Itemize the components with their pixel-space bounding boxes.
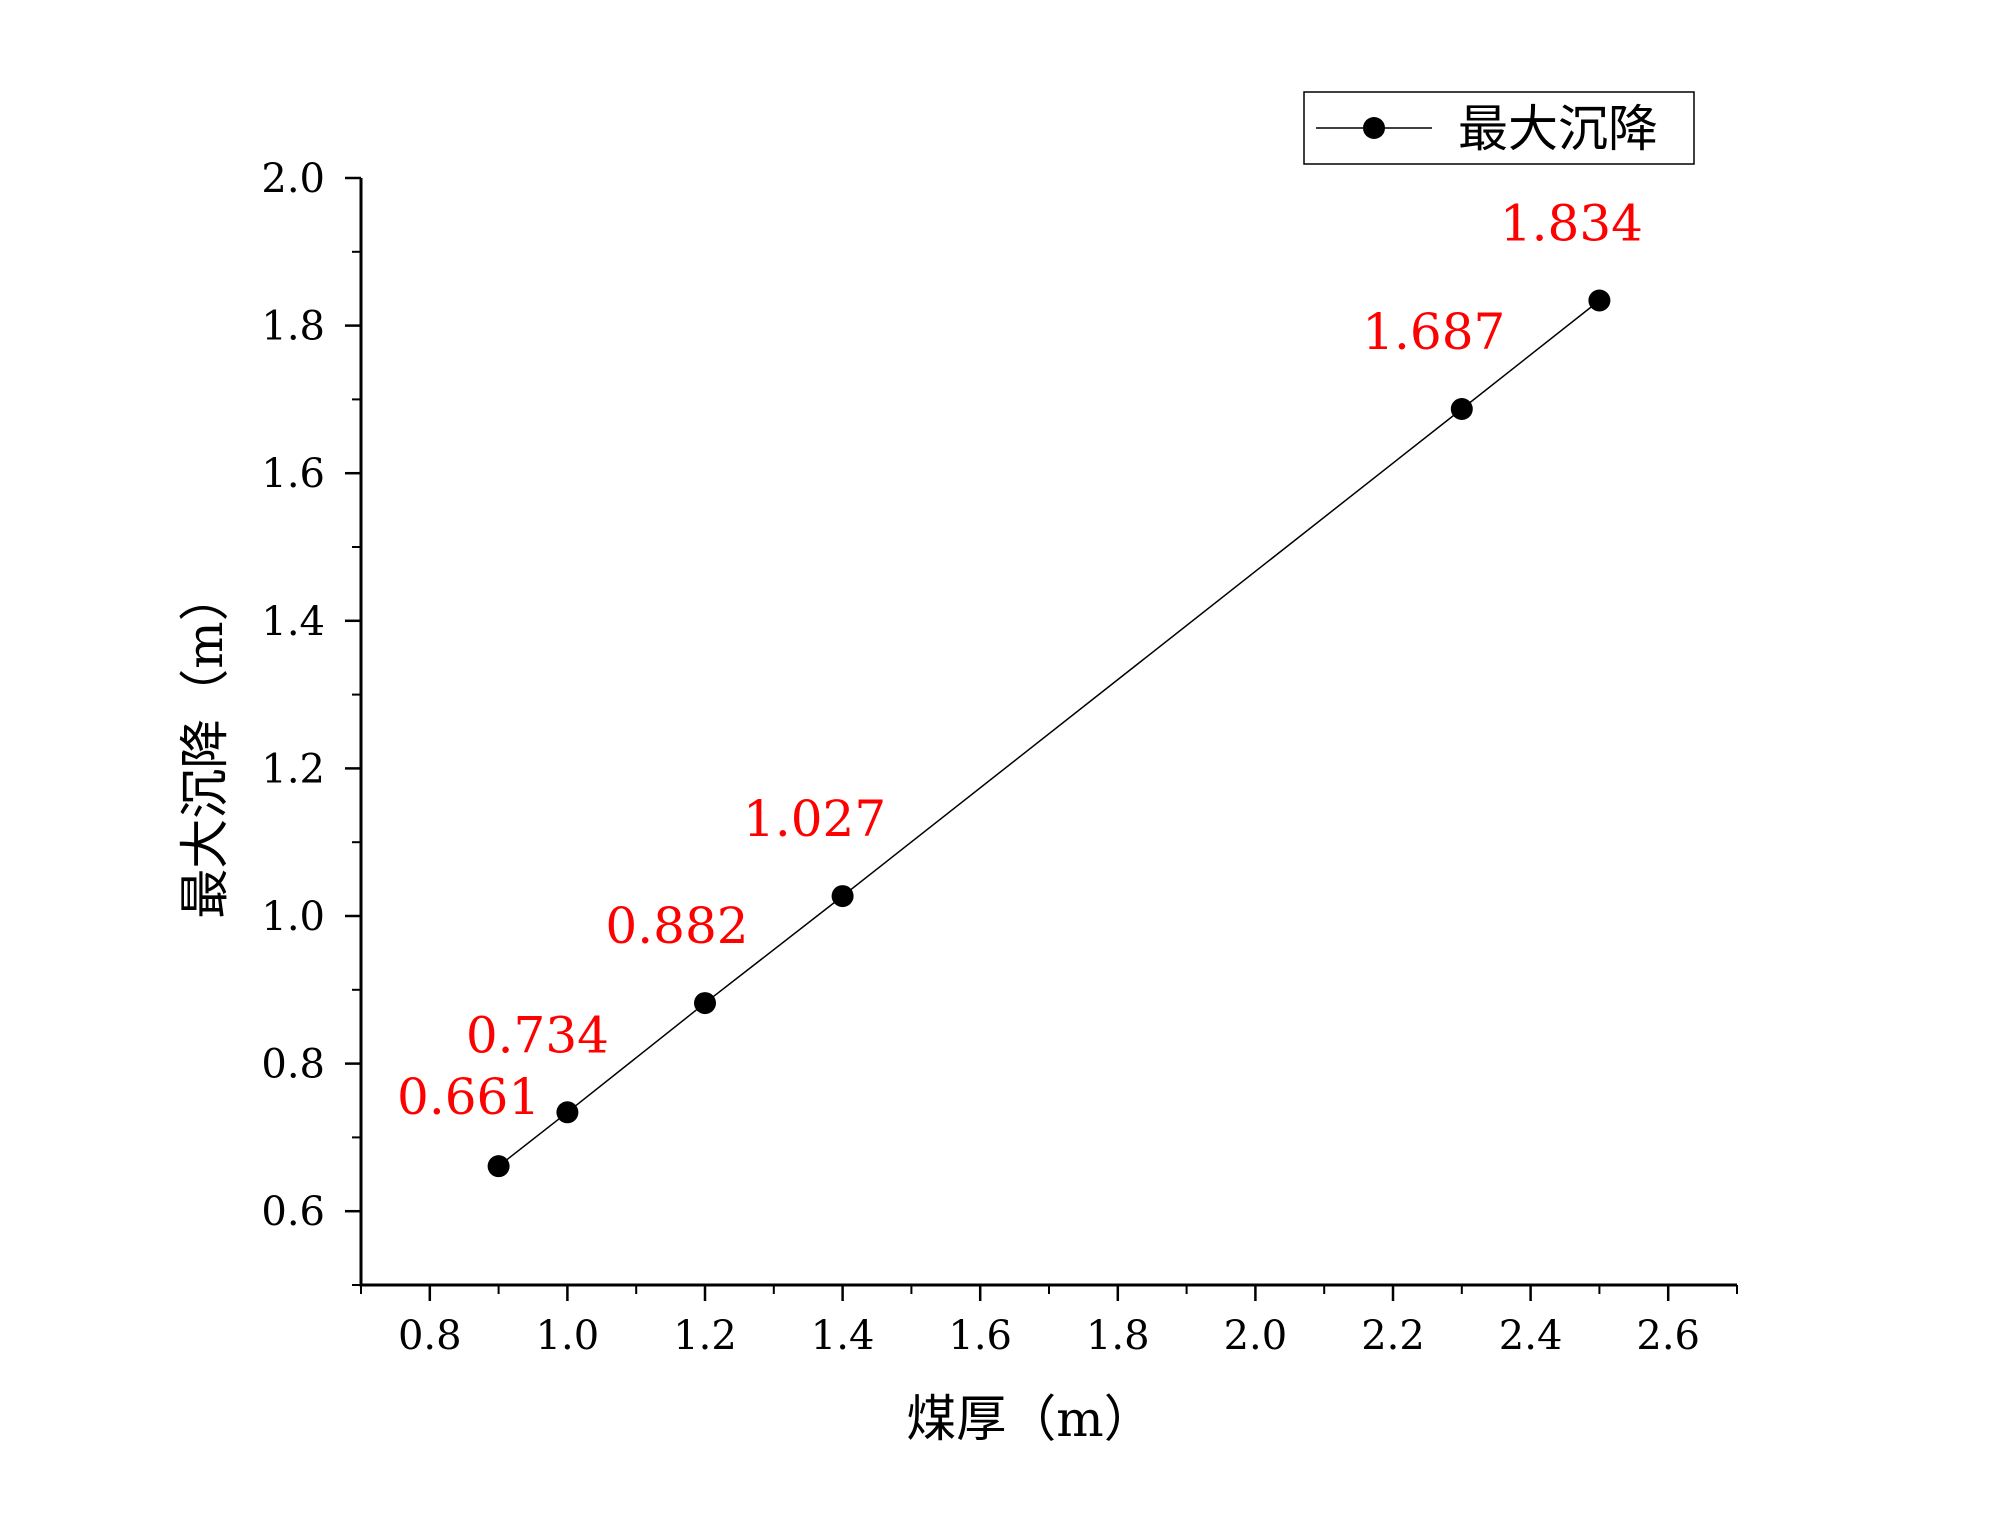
x-tick-label: 2.4 (1499, 1313, 1563, 1359)
series-layer (487, 289, 1611, 1178)
data-label: 1.027 (743, 790, 886, 848)
y-tick-label: 1.2 (261, 746, 325, 792)
data-label: 1.687 (1362, 303, 1505, 361)
y-tick-label: 0.6 (261, 1189, 325, 1235)
x-axis-title: 煤厚（m） (906, 1390, 1153, 1448)
x-tick-label: 1.0 (536, 1313, 600, 1359)
legend-label: 最大沉降 (1458, 100, 1658, 158)
data-point (1588, 289, 1611, 312)
y-tick-label: 1.0 (261, 894, 325, 940)
y-tick-label: 0.8 (261, 1042, 325, 1088)
x-tick-label: 1.6 (948, 1313, 1012, 1359)
y-tick-label: 1.6 (261, 451, 325, 497)
x-tick-label: 2.6 (1636, 1313, 1700, 1359)
y-axis-title: 最大沉降（m） (176, 571, 234, 918)
data-point (694, 992, 716, 1015)
x-tick-label: 2.2 (1361, 1313, 1425, 1359)
legend-marker (1363, 117, 1385, 139)
y-tick-label: 1.8 (261, 304, 325, 350)
data-point (487, 1155, 510, 1178)
y-tick-label: 1.4 (261, 599, 325, 645)
series-line (498, 299, 1600, 1167)
x-tick-label: 1.4 (811, 1313, 875, 1359)
data-label: 1.834 (1500, 195, 1643, 253)
data-point (556, 1101, 579, 1124)
x-axis-ticks: 0.8 1.0 1.2 1.4 1.6 1.8 2.0 2.2 2.4 2.6 (360, 1285, 1738, 1359)
legend: 最大沉降 (1303, 91, 1695, 165)
data-label: 0.734 (466, 1006, 609, 1064)
x-tick-label: 0.8 (398, 1313, 462, 1359)
data-label: 0.661 (397, 1068, 540, 1126)
data-point (831, 885, 854, 908)
y-tick-label: 2.0 (261, 156, 325, 202)
x-tick-label: 1.8 (1086, 1313, 1150, 1359)
data-label: 0.882 (605, 897, 748, 955)
data-point (1450, 397, 1473, 420)
x-tick-label: 1.2 (673, 1313, 737, 1359)
y-axis-ticks: 0.6 0.8 1.0 1.2 1.4 1.6 1.8 2.0 (261, 156, 361, 1286)
x-tick-label: 2.0 (1224, 1313, 1288, 1359)
